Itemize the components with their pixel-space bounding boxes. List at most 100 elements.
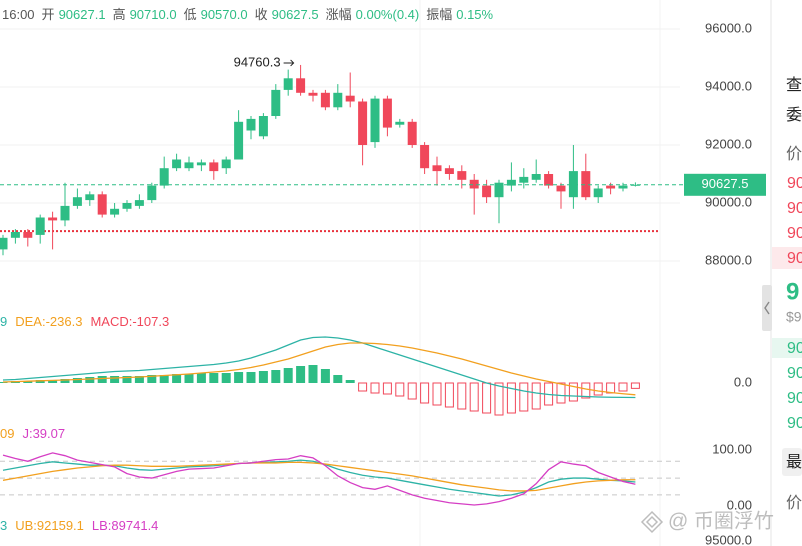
candle-body	[370, 98, 380, 143]
candle-body	[432, 165, 442, 172]
candle-body	[23, 232, 33, 238]
macd-bar	[506, 382, 516, 414]
candle-body	[457, 171, 467, 180]
header-value: 90710.0	[130, 7, 177, 22]
candle-body	[345, 95, 355, 102]
macd-line	[2, 336, 636, 399]
y-tick-label: 0.00	[727, 498, 752, 513]
candle-body	[0, 237, 8, 250]
collapse-handle[interactable]	[762, 285, 772, 331]
candle-body	[258, 116, 268, 137]
macd-bar	[147, 375, 157, 383]
macd-bar	[556, 382, 566, 404]
bid-price: 90	[787, 365, 802, 382]
watermark-icon	[640, 510, 664, 534]
header-label: 低	[184, 7, 197, 22]
macd-bar	[234, 372, 244, 383]
legend-entry: J:39.07	[22, 426, 65, 441]
macd-bar	[35, 380, 45, 383]
side-col-head: 价	[786, 495, 802, 512]
macd-bar	[172, 374, 182, 383]
side-tab[interactable]: 最	[786, 454, 802, 471]
legend: 9 DEA:-236.3 MACD:-107.3	[0, 314, 169, 329]
macd-bar	[308, 365, 318, 383]
header-label: 开	[42, 7, 55, 22]
candle-body	[196, 162, 206, 166]
bid-price: 90	[787, 340, 802, 357]
macd-bar	[184, 374, 194, 383]
ohlc-header: 16:00 开 90627.1 高 90710.0 低 90570.0 收 90627.5 涨幅 0…	[2, 7, 494, 22]
side-tab[interactable]: 查	[786, 76, 802, 94]
header-label: 涨幅	[326, 7, 352, 22]
macd-bar	[581, 382, 591, 399]
macd-bar	[85, 377, 95, 383]
macd-bar	[395, 382, 405, 397]
macd-bar	[122, 376, 132, 383]
candle-body	[97, 194, 107, 215]
header-value: 0.00%(0.4)	[356, 7, 420, 22]
side-tab[interactable]: 委	[786, 106, 802, 124]
candle-body	[568, 171, 578, 198]
candle-body	[134, 200, 144, 206]
legend-entry: DEA:-236.3	[15, 314, 82, 329]
y-tick-label: 0.0	[734, 374, 752, 389]
legend: 09 J:39.07	[0, 426, 65, 441]
candle-body	[630, 184, 640, 186]
max-annotation: 94760.3	[234, 54, 281, 69]
candle-body	[469, 179, 479, 189]
candle-body	[333, 92, 343, 108]
header-value: 0.15%	[456, 7, 493, 22]
macd-bar	[630, 382, 640, 389]
header-time: 16:00	[2, 7, 35, 22]
macd-bar	[23, 381, 33, 383]
macd-bar	[593, 382, 603, 396]
candle-body	[159, 168, 169, 186]
candle-body	[544, 174, 554, 186]
y-tick-label: 96000.0	[705, 20, 752, 35]
macd-bar	[618, 382, 628, 392]
candle-body	[209, 162, 219, 172]
ask-price: 90	[787, 250, 802, 267]
tab-box	[782, 448, 802, 476]
macd-bar	[370, 382, 380, 394]
candle-body	[308, 92, 318, 96]
candle-body	[184, 162, 194, 169]
ask-price: 90	[787, 175, 802, 192]
macd-bar	[457, 382, 467, 410]
macd-bar	[296, 366, 306, 383]
macd-bar	[568, 382, 578, 402]
macd-bar	[48, 380, 58, 383]
candle-body	[420, 145, 430, 169]
last-price-label: 90627.5	[702, 176, 749, 191]
macd-bar	[221, 373, 231, 383]
bid-highlight	[772, 338, 802, 358]
candle-body	[296, 78, 306, 93]
macd-bar	[134, 376, 144, 383]
y-tick-label: 88000.0	[705, 252, 752, 267]
candle-body	[147, 185, 157, 201]
candle-body	[283, 78, 293, 90]
macd-bar	[97, 376, 107, 383]
macd-bar	[358, 382, 368, 392]
macd-bar	[333, 375, 343, 383]
header-value: 90570.0	[201, 7, 248, 22]
last-price-usd: $9	[786, 309, 802, 325]
max-arrow	[283, 59, 295, 67]
candle-body	[85, 194, 95, 201]
macd-bar	[258, 371, 268, 383]
ask-highlight	[772, 247, 802, 269]
macd-bar	[469, 382, 479, 412]
side-col-head: 价	[786, 146, 802, 163]
macd-bar	[531, 382, 541, 410]
candle-body	[494, 182, 504, 198]
candle-body	[618, 185, 628, 189]
header-value: 90627.1	[59, 7, 106, 22]
macd-bar	[209, 373, 219, 383]
macd-bar	[320, 369, 330, 383]
last-price: 9	[786, 278, 799, 305]
candle-body	[72, 197, 82, 206]
bid-price: 90	[787, 390, 802, 407]
candle-body	[320, 92, 330, 108]
legend-entry: 9	[0, 314, 7, 329]
